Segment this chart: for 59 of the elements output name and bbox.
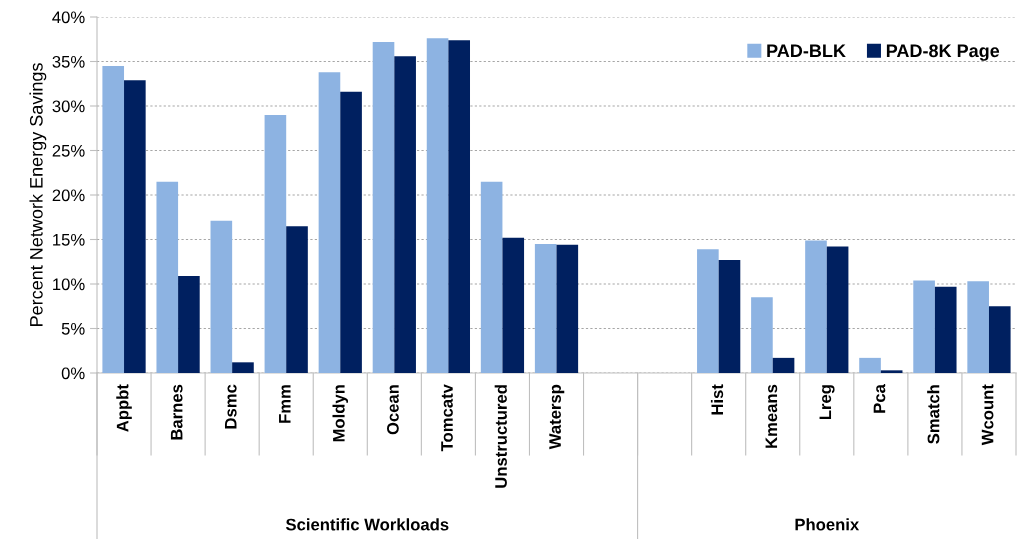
bar bbox=[502, 237, 525, 373]
x-tick-label: Dsmc bbox=[224, 384, 237, 429]
bar bbox=[859, 357, 881, 373]
bar bbox=[210, 220, 233, 373]
bar bbox=[102, 65, 125, 373]
x-tick-label: Fmm bbox=[279, 385, 291, 423]
bar bbox=[426, 38, 449, 373]
x-tick-label: Watersp bbox=[549, 384, 565, 450]
x-tick-label: Tomcatv bbox=[441, 384, 453, 452]
legend-label: PAD-BLK bbox=[767, 44, 846, 58]
y-tick-label: 0% bbox=[61, 367, 85, 380]
x-tick-label: Appbt bbox=[116, 384, 132, 432]
bar bbox=[718, 259, 741, 373]
y-tick-label: 10% bbox=[53, 278, 85, 291]
bar bbox=[480, 181, 503, 373]
bar bbox=[372, 41, 395, 373]
bar bbox=[913, 280, 935, 373]
bar bbox=[124, 80, 146, 373]
bar bbox=[448, 40, 471, 373]
x-tick-label: Wcount bbox=[981, 384, 994, 446]
y-tick-label: 35% bbox=[52, 55, 85, 68]
bar bbox=[988, 306, 1011, 373]
bar bbox=[232, 362, 254, 373]
bar bbox=[264, 114, 287, 373]
bar bbox=[967, 281, 989, 373]
text: Phoenix bbox=[795, 518, 860, 531]
text: Scientific Workloads bbox=[285, 518, 449, 531]
y-tick-label: 20% bbox=[52, 189, 85, 202]
x-tick-label: Moldyn bbox=[332, 385, 349, 442]
bar bbox=[772, 357, 795, 373]
bar bbox=[697, 249, 719, 373]
y-tick-label: 15% bbox=[53, 233, 85, 246]
bar bbox=[751, 297, 773, 373]
x-tick-label: Unstructured bbox=[494, 385, 507, 488]
bar bbox=[826, 246, 849, 373]
bar bbox=[880, 370, 903, 373]
bar bbox=[318, 72, 341, 373]
x-tick-label: Pca bbox=[873, 384, 886, 413]
bar bbox=[156, 181, 179, 373]
bar bbox=[340, 91, 362, 373]
y-tick-label: 30% bbox=[52, 100, 85, 113]
y-axis-title: Percent Network Energy Savings bbox=[29, 63, 47, 326]
x-tick-label: Barnes bbox=[170, 384, 183, 440]
bar bbox=[286, 226, 308, 373]
y-tick-label: 40% bbox=[52, 11, 85, 24]
legend-label: PAD-8K Page bbox=[886, 44, 1000, 61]
x-tick-label: Smatch bbox=[927, 385, 940, 444]
bar bbox=[534, 243, 557, 373]
bar bbox=[394, 56, 416, 373]
y-tick-label: 25% bbox=[52, 144, 85, 157]
x-tick-label: Kmeans bbox=[765, 384, 778, 448]
y-tick-label: 5% bbox=[61, 322, 85, 335]
bar bbox=[178, 275, 200, 373]
bar bbox=[805, 240, 827, 373]
x-tick-label: Lreg bbox=[819, 385, 835, 420]
bar bbox=[934, 286, 957, 373]
x-tick-label: Hist bbox=[710, 384, 724, 415]
x-tick-label: Ocean bbox=[387, 385, 399, 435]
bar bbox=[556, 244, 579, 373]
